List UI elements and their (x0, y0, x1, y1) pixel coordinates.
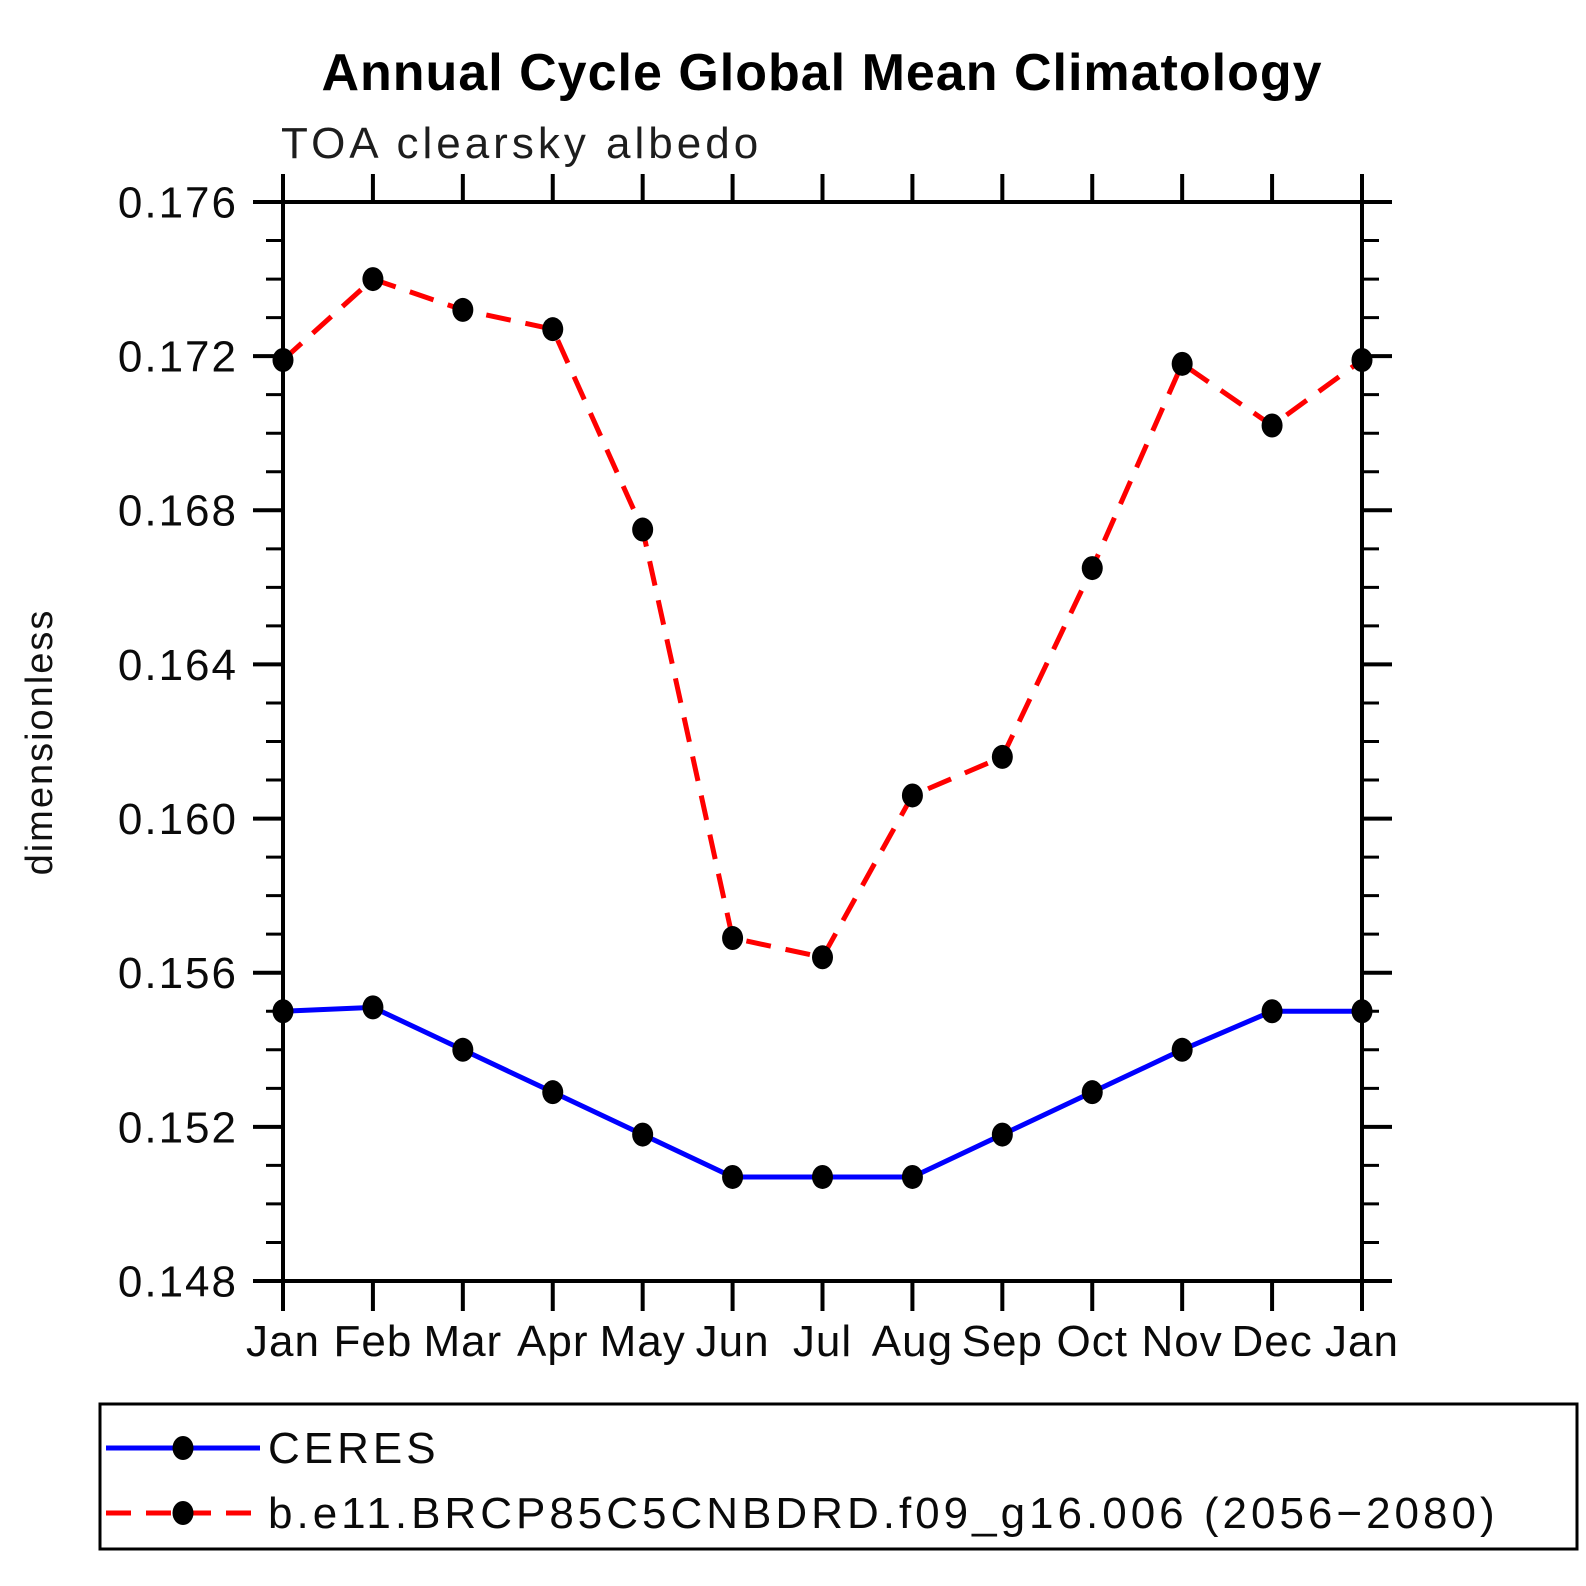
series-line-model (281, 276, 1364, 960)
data-point-ceres (901, 1164, 923, 1189)
data-point-ceres (722, 1164, 744, 1189)
x-tick-label: Jan (1325, 1317, 1399, 1366)
legend-marker-ceres (172, 1436, 194, 1460)
x-tick-label: Apr (517, 1317, 588, 1366)
legend-samples (106, 1436, 260, 1525)
data-point-model (722, 926, 744, 951)
x-tick-label: Feb (334, 1317, 413, 1366)
legend-label-model: b.e11.BRCP85C5CNBDRD.f09_g16.006 (2056−2… (268, 1489, 1499, 1538)
x-tick-label: Mar (423, 1317, 502, 1366)
legend-label-ceres: CERES (268, 1424, 440, 1473)
data-point-model (1261, 413, 1283, 438)
x-tick-label: Jan (246, 1317, 320, 1366)
x-tick-label: Sep (962, 1317, 1043, 1366)
y-tick-label: 0.168 (118, 487, 238, 536)
data-point-model (991, 744, 1013, 769)
data-point-ceres (812, 1164, 833, 1189)
chart-subtitle: TOA clearsky albedo (281, 119, 762, 168)
series-line-ceres (282, 1004, 1362, 1180)
data-point-ceres (1351, 999, 1373, 1024)
axes-layer (253, 174, 1392, 1311)
y-tick-label: 0.176 (118, 178, 238, 227)
y-tick-label: 0.160 (118, 795, 238, 844)
data-point-model (452, 297, 474, 322)
x-tick-label: Jun (696, 1317, 770, 1366)
y-tick-label: 0.148 (118, 1257, 238, 1306)
data-point-model (901, 783, 923, 808)
data-point-model (1081, 556, 1103, 581)
data-point-model (1351, 347, 1373, 372)
data-point-ceres (991, 1122, 1013, 1147)
tick-labels-layer: 0.148 0.152 0.156 0.160 0.164 0.168 0.172 0.176… (118, 178, 1399, 1366)
data-point-model (1171, 351, 1193, 376)
data-point-model (272, 347, 294, 372)
y-tick-label: 0.172 (118, 333, 238, 382)
chart-title: Annual Cycle Global Mean Climatology (321, 44, 1322, 102)
x-tick-label: Oct (1057, 1317, 1128, 1366)
data-point-ceres (632, 1122, 654, 1147)
y-tick-label: 0.152 (118, 1103, 238, 1152)
x-tick-label: May (600, 1317, 686, 1366)
data-point-ceres (1171, 1037, 1193, 1062)
data-point-ceres (362, 995, 384, 1020)
y-axis-label: dimensionless (19, 609, 61, 876)
x-tick-label: Jul (793, 1317, 852, 1366)
legend-box (98, 1402, 1579, 1551)
x-tick-label: Nov (1142, 1317, 1223, 1366)
data-point-ceres (1081, 1080, 1103, 1105)
plot-border (281, 200, 1364, 1283)
legend-marker-model (172, 1501, 194, 1525)
y-tick-label: 0.156 (118, 949, 238, 998)
data-point-ceres (542, 1080, 564, 1105)
data-point-model (542, 317, 564, 342)
series-layer (272, 267, 1373, 1189)
data-point-ceres (272, 999, 294, 1024)
data-point-model (812, 945, 833, 970)
x-tick-label: Dec (1231, 1317, 1312, 1366)
legend: CERES b.e11.BRCP85C5CNBDRD.f09_g16.006 (… (98, 1402, 1579, 1551)
data-point-ceres (1261, 999, 1283, 1024)
data-point-model (362, 267, 384, 292)
data-point-ceres (452, 1037, 474, 1062)
data-point-model (632, 517, 654, 542)
x-tick-label: Aug (872, 1317, 953, 1366)
y-tick-label: 0.164 (118, 641, 238, 690)
